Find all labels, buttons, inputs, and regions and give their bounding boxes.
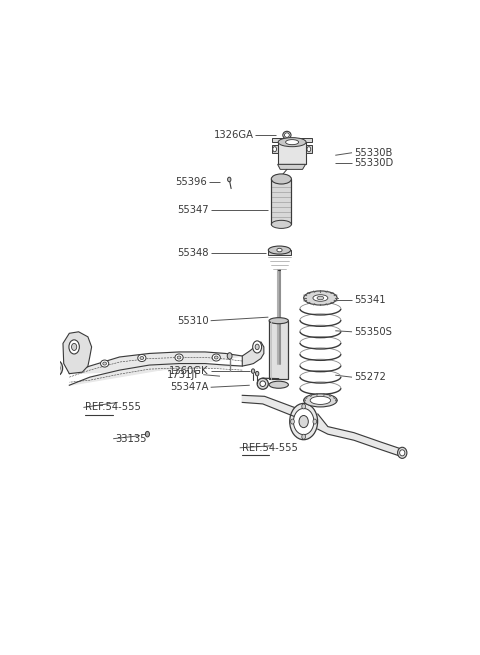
Ellipse shape [286,140,299,145]
Polygon shape [305,145,312,153]
Ellipse shape [72,343,77,350]
Ellipse shape [290,419,294,424]
Ellipse shape [260,381,265,386]
Ellipse shape [397,447,407,458]
Ellipse shape [255,344,259,350]
Text: 1731JF: 1731JF [168,369,202,380]
Text: 1360GK: 1360GK [169,366,209,376]
Ellipse shape [269,381,288,388]
Text: 55350S: 55350S [354,327,392,337]
Ellipse shape [138,354,146,362]
Ellipse shape [145,432,149,437]
Ellipse shape [313,419,317,424]
Polygon shape [272,145,277,153]
Polygon shape [277,142,305,164]
Ellipse shape [69,340,79,354]
Ellipse shape [310,396,331,404]
Text: 55396: 55396 [175,177,207,187]
Text: 55310: 55310 [177,316,209,326]
Polygon shape [63,332,92,373]
Ellipse shape [304,291,337,305]
Polygon shape [318,414,402,457]
Ellipse shape [334,397,335,398]
Ellipse shape [335,400,337,401]
Polygon shape [277,164,305,170]
Ellipse shape [317,296,324,300]
Ellipse shape [304,400,305,401]
Ellipse shape [302,404,305,409]
Ellipse shape [255,371,259,376]
Ellipse shape [103,362,107,365]
Polygon shape [69,352,242,385]
Ellipse shape [268,246,291,254]
Ellipse shape [252,341,262,353]
Ellipse shape [302,434,305,440]
Ellipse shape [175,354,183,361]
Polygon shape [272,138,312,142]
Ellipse shape [290,403,318,440]
Ellipse shape [227,352,232,360]
Ellipse shape [273,147,276,152]
Text: 55272: 55272 [354,372,386,382]
Ellipse shape [316,394,318,395]
Ellipse shape [271,174,291,184]
Ellipse shape [140,356,144,360]
Ellipse shape [329,395,331,396]
Ellipse shape [215,356,218,359]
Text: 33135: 33135 [115,434,146,443]
Ellipse shape [306,397,307,398]
Polygon shape [242,342,264,366]
Ellipse shape [299,415,308,428]
Polygon shape [269,321,288,379]
Ellipse shape [313,295,328,301]
Ellipse shape [100,360,109,367]
Ellipse shape [283,131,291,139]
Text: 55341: 55341 [354,295,385,305]
Ellipse shape [51,360,62,376]
Ellipse shape [278,138,306,147]
Ellipse shape [285,133,289,138]
Ellipse shape [257,378,268,389]
Text: REF.54-555: REF.54-555 [241,443,298,453]
Polygon shape [268,250,290,255]
Ellipse shape [252,369,255,373]
Text: 1326GA: 1326GA [214,130,253,140]
Ellipse shape [307,147,311,152]
Ellipse shape [269,318,288,324]
Ellipse shape [177,356,181,359]
Ellipse shape [293,409,314,435]
Polygon shape [271,179,291,225]
Polygon shape [242,396,294,417]
Ellipse shape [323,394,324,395]
Ellipse shape [212,354,220,361]
Text: REF.54-555: REF.54-555 [85,402,141,413]
Ellipse shape [228,178,231,181]
Ellipse shape [277,248,282,252]
Ellipse shape [400,450,405,456]
Text: 55330D: 55330D [354,159,393,168]
Ellipse shape [271,220,291,229]
Text: 55347A: 55347A [170,383,209,392]
Text: 55330B: 55330B [354,148,392,158]
Text: 55347: 55347 [177,205,209,215]
Text: 55348: 55348 [177,248,209,257]
Ellipse shape [304,394,337,407]
Ellipse shape [54,364,60,372]
Ellipse shape [310,395,312,396]
